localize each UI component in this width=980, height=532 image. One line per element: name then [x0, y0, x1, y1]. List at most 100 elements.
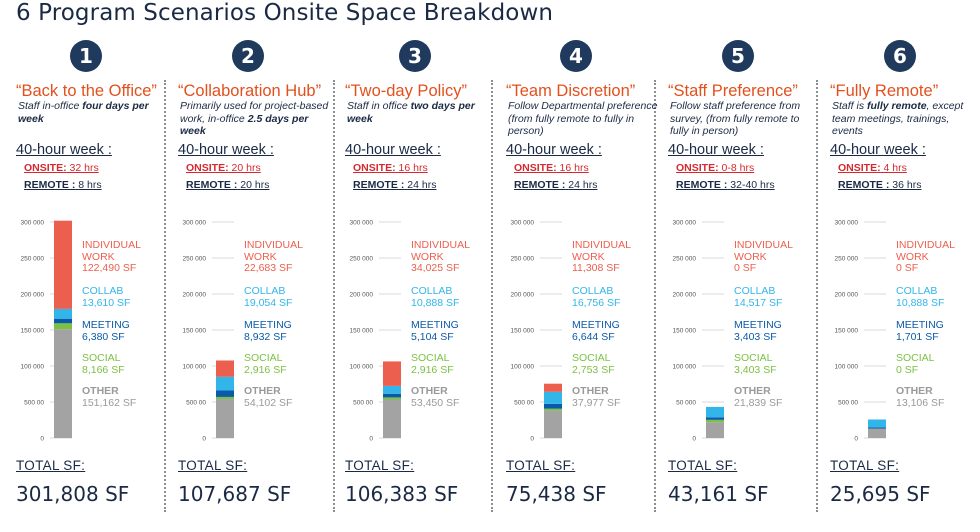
week-hours-label: 40-hour week : [345, 142, 441, 158]
legend-collab-value: 19,054 SF [244, 296, 293, 309]
remote-label: REMOTE : [838, 179, 890, 191]
bar-segment-meeting [216, 390, 234, 397]
onsite-label: ONSITE: [186, 162, 229, 174]
legend-individual-value: 22,683 SF [244, 262, 293, 274]
remote-label: REMOTE : [676, 179, 728, 191]
onsite-label: ONSITE: [514, 162, 557, 174]
legend-meeting-label: MEETING [896, 319, 944, 331]
onsite-label: ONSITE: [676, 162, 719, 174]
onsite-value: 16 hrs [398, 162, 428, 174]
bar-segment-collab [383, 385, 401, 394]
legend-individual-label-2: WORK [572, 250, 605, 263]
legend-collab: COLLAB 19,054 SF [244, 285, 293, 309]
legend-social-value: 2,916 SF [411, 363, 454, 376]
scenario-column-5: 5 “Staff Preference” Follow staff preferen… [668, 36, 818, 532]
legend-collab-label: COLLAB [896, 285, 938, 297]
scenario-number: 1 [79, 44, 93, 68]
remote-label: REMOTE : [514, 179, 566, 191]
legend-individual-label-2: WORK [896, 250, 929, 263]
scenario-name: “Staff Preference” [668, 82, 798, 100]
bar-segment-other [216, 399, 234, 438]
legend-meeting: MEETING 6,380 SF [82, 319, 130, 343]
y-tick-label: 150 000 [183, 328, 207, 335]
legend-collab: COLLAB 10,888 SF [411, 285, 459, 309]
week-hours-label: 40-hour week : [668, 142, 764, 158]
y-tick-label: 200 000 [183, 292, 207, 299]
bar-segment-collab [544, 391, 562, 404]
y-tick-label: 100 000 [183, 364, 207, 371]
scenario-description: Follow Departmental preference (from ful… [508, 100, 658, 138]
legend-meeting-value: 8,932 SF [244, 330, 287, 343]
scenario-number-badge: 5 [722, 40, 754, 72]
remote-value: 36 hrs [892, 179, 922, 191]
scenario-name: “Back to the Office” [16, 82, 157, 100]
legend-social: SOCIAL 0 SF [896, 352, 935, 376]
week-hours-label: 40-hour week : [178, 142, 274, 158]
legend-meeting: MEETING 1,701 SF [896, 319, 944, 343]
legend-meeting-value: 6,644 SF [572, 330, 615, 343]
bar-segment-individual-work [54, 220, 72, 309]
total-sf-value: 301,808 SF [16, 482, 130, 506]
total-sf-label: TOTAL SF: [345, 458, 415, 473]
legend-social: SOCIAL 2,916 SF [244, 352, 287, 376]
legend-social-label: SOCIAL [82, 352, 121, 364]
y-tick-label: 150 000 [511, 328, 535, 335]
y-tick-label: 0 [692, 436, 696, 443]
remote-label: REMOTE : [353, 179, 405, 191]
onsite-value: 20 hrs [231, 162, 261, 174]
legend-collab-value: 16,756 SF [572, 296, 621, 309]
y-tick-label: 500 00 [838, 400, 858, 407]
legend-other-value: 54,102 SF [244, 396, 293, 409]
legend-social-value: 8,166 SF [82, 363, 125, 376]
scenario-description-text: Staff is [832, 100, 868, 112]
remote-hours: REMOTE : 36 hrs [838, 179, 921, 191]
total-sf-label: TOTAL SF: [178, 458, 248, 473]
legend-collab-label: COLLAB [411, 285, 453, 297]
scenario-number: 2 [241, 44, 255, 68]
legend-individual-label-1: INDIVIDUAL [244, 239, 303, 251]
y-tick-label: 300 000 [835, 220, 859, 227]
legend-other-value: 53,450 SF [411, 396, 460, 409]
y-tick-label: 100 000 [835, 364, 859, 371]
legend-social-value: 0 SF [896, 363, 919, 376]
scenario-column-6: 6 “Fully Remote” Staff is fully remote, ex… [830, 36, 980, 532]
y-tick-label: 500 00 [186, 400, 206, 407]
scenario-name: “Collaboration Hub” [178, 82, 322, 100]
bar-segment-other [383, 399, 401, 438]
column-divider [816, 80, 818, 512]
legend-individual-label-1: INDIVIDUAL [82, 239, 141, 251]
remote-hours: REMOTE : 20 hrs [186, 179, 269, 191]
y-tick-label: 100 000 [21, 364, 45, 371]
legend-individual-work: INDIVIDUAL WORK 22,683 SF [244, 239, 303, 275]
onsite-label: ONSITE: [24, 162, 67, 174]
scenario-number: 5 [731, 44, 745, 68]
y-tick-label: 250 000 [511, 256, 535, 263]
chart-svg: 300 000 250 000 200 000 150 000 100 000 500 0… [183, 220, 234, 443]
y-tick-label: 150 000 [673, 328, 697, 335]
y-tick-label: 300 000 [21, 220, 45, 227]
bar-segment-collab [216, 376, 234, 391]
y-tick-label: 500 00 [353, 400, 373, 407]
legend-other-value: 21,839 SF [734, 396, 783, 409]
legend-other-value: 151,162 SF [82, 396, 137, 409]
y-tick-label: 0 [202, 436, 206, 443]
legend-social-label: SOCIAL [896, 352, 935, 364]
y-tick-label: 200 000 [511, 292, 535, 299]
scenario-column-4: 4 “Team Discretion” Follow Departmental pr… [506, 36, 658, 532]
legend-other-label: OTHER [244, 385, 281, 397]
week-hours-label: 40-hour week : [16, 142, 112, 158]
legend-meeting: MEETING 5,104 SF [411, 319, 459, 343]
remote-label: REMOTE : [186, 179, 238, 191]
total-sf-label: TOTAL SF: [668, 458, 738, 473]
scenario-name: “Fully Remote” [830, 82, 939, 100]
legend-meeting-value: 6,380 SF [82, 330, 125, 343]
legend-other: OTHER 13,106 SF [896, 385, 944, 409]
legend-collab-label: COLLAB [82, 285, 124, 297]
chart-svg: 300 000 250 000 200 000 150 000 100 000 500 0… [21, 220, 72, 443]
page-title: 6 Program Scenarios Onsite Space Breakdo… [16, 0, 554, 26]
y-tick-label: 300 000 [183, 220, 207, 227]
bar-segment-meeting [544, 403, 562, 409]
scenario-description-emphasis: 2.5 days per week [180, 112, 309, 138]
y-tick-label: 500 00 [514, 400, 534, 407]
bar-segment-other [868, 428, 886, 438]
